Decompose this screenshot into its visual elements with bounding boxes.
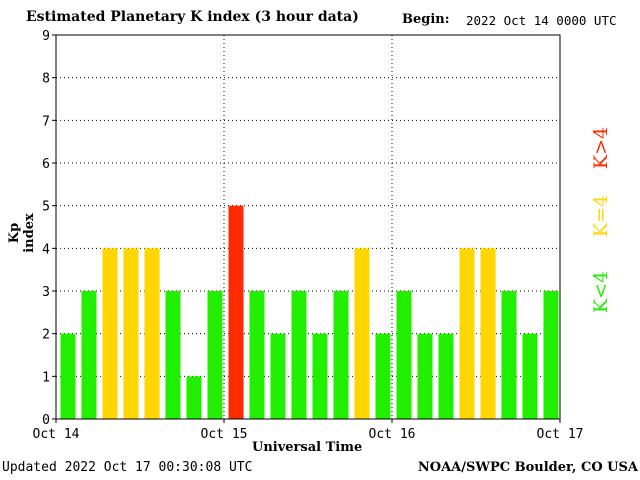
- begin-value: 2022 Oct 14 0000 UTC: [466, 13, 617, 28]
- y-tick-label: 1: [42, 370, 50, 385]
- updated-timestamp: Updated 2022 Oct 17 00:30:08 UTC: [2, 460, 253, 475]
- kp-bar: [375, 333, 391, 419]
- kp-bar: [186, 376, 202, 419]
- legend-k-equal-4: K=4: [590, 194, 612, 238]
- kp-bar: [543, 291, 559, 419]
- begin-label: Begin:: [402, 12, 450, 27]
- y-tick-label: 8: [42, 72, 50, 87]
- x-axis-label: Universal Time: [252, 440, 363, 455]
- kp-bar: [501, 291, 517, 419]
- kp-bar: [60, 333, 76, 419]
- legend-k-above-4: K>4: [590, 126, 612, 170]
- kp-bar: [291, 291, 307, 419]
- kp-bar: [165, 291, 181, 419]
- kp-bar: [354, 248, 370, 419]
- credit-text: NOAA/SWPC Boulder, CO USA: [417, 460, 638, 475]
- x-tick-label: Oct 16: [369, 427, 416, 442]
- kp-bar: [81, 291, 97, 419]
- kp-bar: [102, 248, 118, 419]
- kp-bar: [417, 333, 433, 419]
- kp-bar: [270, 333, 286, 419]
- y-tick-label: 4: [42, 242, 50, 257]
- y-tick-label: 7: [42, 114, 50, 129]
- y-tick-label: 5: [42, 200, 50, 215]
- y-tick-label: 2: [42, 328, 50, 343]
- x-tick-label: Oct 17: [537, 427, 584, 442]
- kp-bar: [228, 205, 244, 419]
- kp-bar: [312, 333, 328, 419]
- kp-bar: [459, 248, 475, 419]
- legend-k-below-4: K<4: [590, 270, 612, 314]
- chart-title: Estimated Planetary K index (3 hour data…: [26, 9, 359, 25]
- kp-bar: [438, 333, 454, 419]
- x-tick-label: Oct 15: [201, 427, 248, 442]
- y-tick-label: 0: [42, 413, 50, 428]
- kp-bar: [480, 248, 496, 419]
- y-tick-label: 6: [42, 157, 50, 172]
- y-tick-label: 9: [42, 29, 50, 44]
- y-axis-label: Kp index: [7, 213, 37, 253]
- kp-bar: [249, 291, 265, 419]
- kp-bar: [123, 248, 139, 419]
- plot-frame: [55, 34, 561, 420]
- kp-bar: [144, 248, 160, 419]
- kp-bar: [522, 333, 538, 419]
- kp-bar: [396, 291, 412, 419]
- x-tick-label: Oct 14: [33, 427, 80, 442]
- y-tick-label: 3: [42, 285, 50, 300]
- kp-bar: [333, 291, 349, 419]
- kp-bar: [207, 291, 223, 419]
